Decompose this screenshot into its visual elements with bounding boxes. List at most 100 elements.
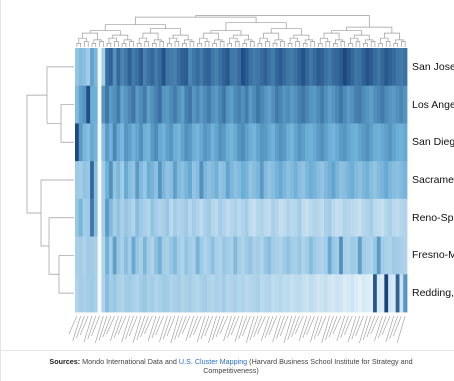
heatmap-cell	[90, 274, 95, 313]
heatmap-cell	[116, 236, 121, 275]
dendrogram-link	[234, 41, 240, 47]
heatmap-cell	[86, 123, 91, 162]
heatmap-cell	[218, 123, 223, 162]
heatmap-cell	[252, 48, 257, 87]
heatmap-cell	[354, 274, 359, 313]
heatmap-cell	[180, 236, 185, 275]
heatmap-cell	[90, 48, 95, 87]
heatmap-cell	[90, 161, 95, 200]
heatmap-cell	[191, 161, 197, 200]
cluster-mapping-link[interactable]: U.S. Cluster Mapping	[178, 357, 248, 366]
heatmap-cell	[191, 123, 197, 162]
heatmap-cell	[252, 85, 257, 124]
heatmap-cell	[274, 198, 280, 237]
heatmap-cell	[297, 161, 302, 200]
heatmap-cell	[86, 274, 91, 313]
dendrogram-link	[287, 43, 293, 47]
heatmap-cell	[301, 123, 306, 162]
heatmap-cell	[365, 48, 370, 87]
dendrogram-link	[384, 32, 400, 40]
heatmap-cell	[139, 161, 144, 200]
heatmap-cell	[293, 85, 298, 124]
heatmap-cell	[274, 48, 280, 87]
heatmap-cell	[376, 274, 381, 313]
heatmap-cell	[225, 48, 231, 87]
heatmap-cell	[75, 85, 80, 124]
heatmap-cell	[165, 123, 170, 162]
heatmap-cell	[399, 48, 404, 87]
heatmap-cell	[158, 274, 163, 313]
heatmap-cell	[116, 274, 121, 313]
heatmap-cell	[395, 48, 400, 87]
heatmap-cell	[384, 161, 389, 200]
column-tick-label	[83, 315, 93, 343]
heatmap-cell	[267, 236, 272, 275]
heatmap-cell	[380, 274, 385, 313]
column-tick-label	[76, 315, 85, 339]
heatmap-cell	[86, 85, 91, 124]
heatmap-cell	[339, 274, 344, 313]
heatmap-cell	[282, 198, 287, 237]
heatmap-cell	[229, 274, 234, 313]
heatmap-cell	[263, 236, 268, 275]
heatmap-cell	[384, 274, 389, 313]
dendrogram-link	[219, 41, 225, 47]
heatmap-cell	[297, 123, 302, 162]
heatmap-cell	[101, 198, 106, 237]
heatmap-cell	[116, 85, 121, 124]
heatmap-cell	[271, 198, 276, 237]
heatmap-cell	[339, 161, 344, 200]
heatmap-cell	[271, 274, 276, 313]
column-tick-label	[227, 315, 236, 339]
heatmap-cell	[146, 48, 151, 87]
dendrogram-link	[263, 32, 280, 40]
heatmap-cell	[380, 161, 385, 200]
heatmap-cell	[308, 85, 314, 124]
heatmap-cell	[241, 85, 246, 124]
column-tick-label	[302, 315, 312, 339]
column-tick-label	[87, 315, 97, 340]
heatmap-cell	[282, 274, 287, 313]
dendrogram-link	[76, 43, 82, 47]
heatmap-cell	[293, 198, 298, 237]
heatmap-cell	[127, 85, 132, 124]
heatmap-cell	[369, 236, 374, 275]
dendrogram-link	[197, 43, 202, 47]
heatmap-cell	[142, 274, 148, 313]
heatmap-cell	[199, 198, 204, 237]
dendrogram-link	[84, 41, 89, 47]
column-tick-label	[68, 315, 78, 335]
column-tick-label	[366, 315, 376, 338]
heatmap-cell	[207, 198, 212, 237]
heatmap-cell	[229, 198, 234, 237]
dendrogram-link	[348, 43, 353, 47]
column-tick-label	[294, 315, 304, 335]
heatmap-cell	[173, 161, 178, 200]
heatmap-cell	[135, 198, 140, 237]
column-tick-label	[242, 315, 251, 337]
heatmap-cell	[131, 274, 136, 313]
heatmap-cell	[82, 236, 87, 275]
column-tick-label	[321, 315, 330, 344]
column-tick-label	[276, 315, 285, 340]
column-tick-label	[272, 315, 281, 343]
column-tick-label	[389, 315, 398, 340]
column-tick-label	[113, 315, 123, 339]
heatmap-cell	[218, 48, 223, 87]
heatmap-cell	[373, 236, 378, 275]
heatmap-cell	[127, 48, 132, 87]
dendrogram-link	[257, 43, 263, 47]
heatmap-cell	[324, 236, 329, 275]
heatmap-cell	[327, 85, 332, 124]
heatmap-cell	[350, 274, 355, 313]
heatmap-cell	[350, 236, 355, 275]
dendrogram-link	[265, 41, 270, 47]
dendrogram-link	[227, 43, 232, 47]
heatmap-cell	[256, 198, 261, 237]
heatmap-cell	[150, 236, 155, 275]
heatmap-cell	[82, 161, 87, 200]
heatmap-cell	[97, 274, 102, 313]
heatmap-cell	[335, 85, 340, 124]
column-tick-label	[381, 315, 391, 336]
